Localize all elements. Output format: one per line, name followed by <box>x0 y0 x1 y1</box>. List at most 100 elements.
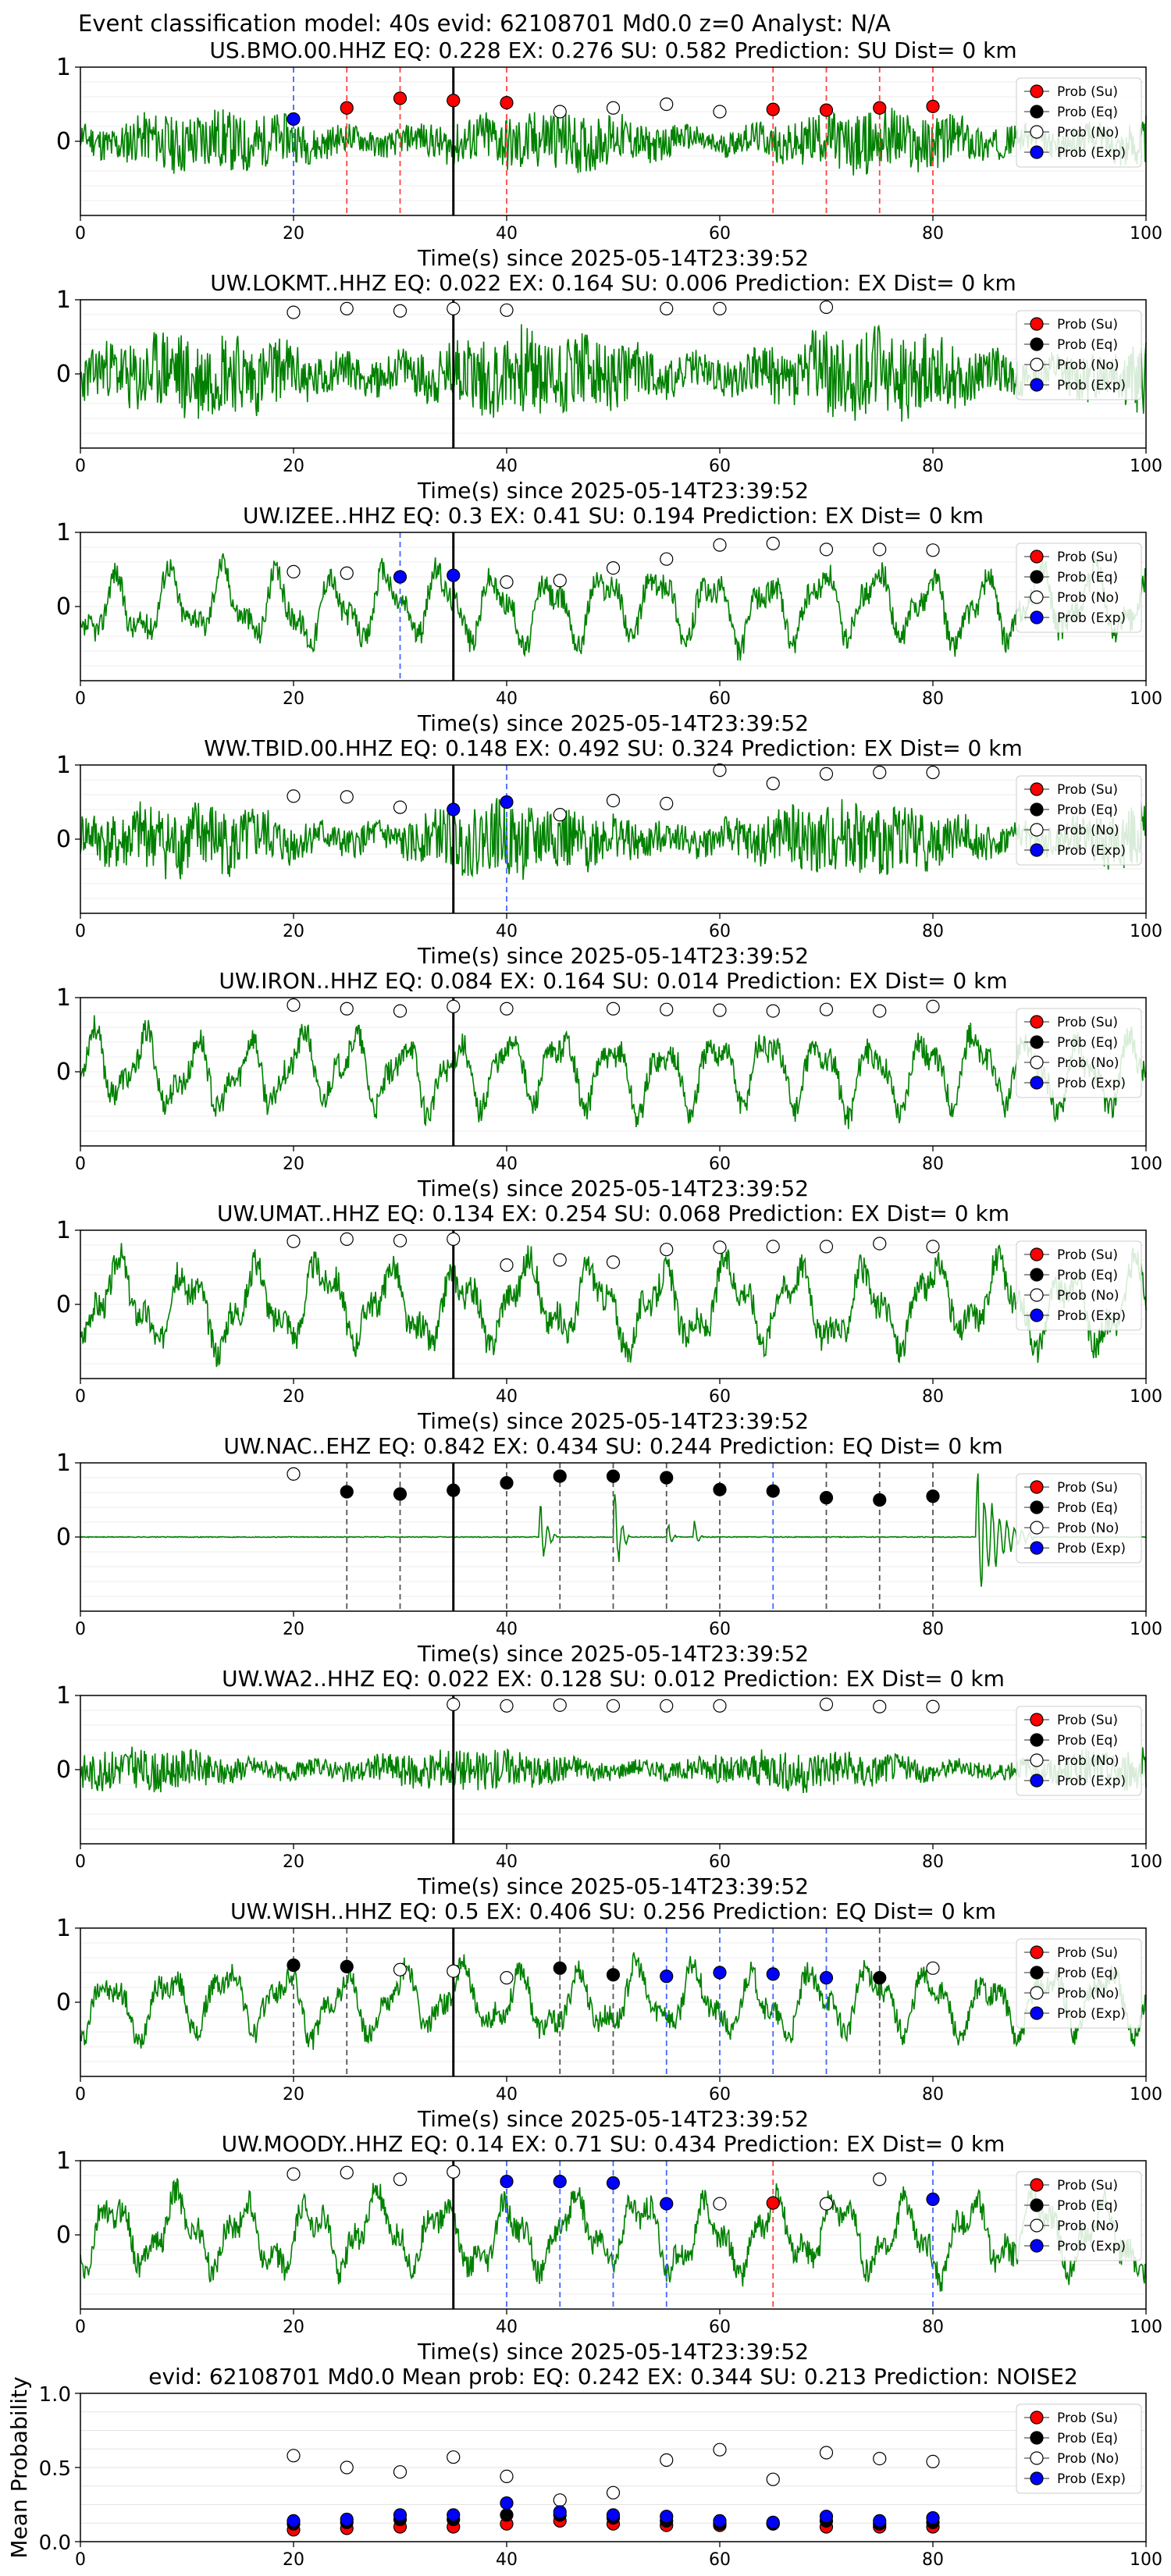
legend: Prob (Su) Prob (Eq) Prob (No) Prob (Exp) <box>1016 310 1142 400</box>
y-axis-label: Mean Probability <box>6 2376 32 2558</box>
y-tick-label: 0 <box>56 1059 71 1086</box>
legend-marker-eq <box>1030 570 1044 584</box>
legend-label: Prob (Su) <box>1057 1247 1118 1263</box>
panel-4: WW.TBID.00.HHZ EQ: 0.148 EX: 0.492 SU: 0… <box>56 735 1162 969</box>
prob-marker-no <box>606 1255 621 1269</box>
legend-marker-su <box>1030 1247 1044 1261</box>
x-tick-label: 60 <box>709 457 731 476</box>
legend-label: Prob (Su) <box>1057 2411 1118 2426</box>
x-tick-label: 20 <box>283 1852 304 1872</box>
prob-marker-no <box>447 999 461 1014</box>
prob-marker-eq <box>660 1471 674 1485</box>
x-axis-label: Time(s) since 2025-05-14T23:39:52 <box>417 710 809 736</box>
x-tick-label: 40 <box>496 689 518 709</box>
waveform-trace <box>80 798 1147 881</box>
panel-8: UW.WA2..HHZ EQ: 0.022 EX: 0.128 SU: 0.01… <box>56 1666 1162 1899</box>
prob-marker-no <box>713 1003 727 1017</box>
mean-point-no <box>500 2469 514 2483</box>
prob-marker-eq <box>873 1971 887 1985</box>
prob-marker-su <box>766 102 780 116</box>
legend-marker-no <box>1030 1753 1044 1767</box>
prob-marker-no <box>340 566 354 580</box>
prob-marker-no <box>873 2172 887 2186</box>
prob-marker-no <box>447 1964 461 1978</box>
legend-label: Prob (Su) <box>1057 550 1118 565</box>
legend-marker-exp <box>1030 843 1044 857</box>
prob-marker-no <box>287 998 301 1012</box>
legend-label: Prob (Exp) <box>1057 2239 1126 2254</box>
x-tick-label: 100 <box>1130 922 1162 941</box>
x-tick-label: 40 <box>496 1620 518 1639</box>
panel-10: UW.MOODY..HHZ EQ: 0.14 EX: 0.71 SU: 0.43… <box>56 2131 1162 2364</box>
prob-marker-no <box>873 1004 887 1018</box>
prob-marker-no <box>713 1699 727 1713</box>
prob-marker-su <box>873 101 887 115</box>
prob-marker-exp <box>447 568 461 582</box>
panel-3: UW.IZEE..HHZ EQ: 0.3 EX: 0.41 SU: 0.194 … <box>56 503 1162 736</box>
legend-marker-exp <box>1030 610 1044 624</box>
y-tick-label: 1 <box>56 984 71 1012</box>
x-tick-label: 80 <box>922 224 944 244</box>
prob-marker-su <box>500 96 514 110</box>
x-tick-label: 100 <box>1130 2318 1162 2337</box>
waveform-trace <box>80 1243 1147 1368</box>
x-axis-label: Time(s) since 2025-05-14T23:39:52 <box>417 2106 809 2132</box>
legend-label: Prob (Eq) <box>1057 337 1118 353</box>
legend-marker-exp <box>1030 1076 1044 1090</box>
legend-label: Prob (Eq) <box>1057 1035 1118 1051</box>
x-tick-label: 20 <box>283 922 304 941</box>
prob-marker-exp <box>606 2176 621 2190</box>
legend-label: Prob (Exp) <box>1057 2471 1126 2487</box>
panel-title: UW.UMAT..HHZ EQ: 0.134 EX: 0.254 SU: 0.0… <box>217 1201 1009 1226</box>
x-tick-label: 20 <box>283 1155 304 1174</box>
prob-marker-no <box>287 1467 301 1481</box>
x-tick-label: 20 <box>283 2550 304 2570</box>
panel-6: UW.UMAT..HHZ EQ: 0.134 EX: 0.254 SU: 0.0… <box>56 1201 1162 1434</box>
prob-marker-no <box>606 1699 621 1713</box>
prob-marker-no <box>500 575 514 589</box>
mean-point-exp <box>660 2510 674 2524</box>
legend-box <box>1016 2171 1142 2261</box>
legend-label: Prob (No) <box>1057 1521 1119 1536</box>
mean-point-no <box>873 2452 887 2466</box>
waveform-trace <box>80 1015 1147 1130</box>
prob-marker-exp <box>819 1971 834 1985</box>
prob-marker-no <box>819 1240 834 1254</box>
mean-point-no <box>553 2493 567 2507</box>
prob-marker-no <box>819 1697 834 1711</box>
x-tick-label: 0 <box>75 457 86 476</box>
x-tick-label: 0 <box>75 2085 86 2105</box>
prob-marker-no <box>660 301 674 315</box>
mean-point-exp <box>553 2505 567 2519</box>
panel-title: UW.IRON..HHZ EQ: 0.084 EX: 0.164 SU: 0.0… <box>219 968 1007 994</box>
legend-marker-su <box>1030 84 1044 98</box>
prob-marker-no <box>606 101 621 115</box>
y-tick-label: 1 <box>56 54 71 81</box>
prob-marker-no <box>819 767 834 781</box>
legend: Prob (Su) Prob (Eq) Prob (No) Prob (Exp) <box>1016 775 1142 866</box>
legend: Prob (Su) Prob (Eq) Prob (No) Prob (Exp) <box>1016 543 1142 633</box>
prob-marker-no <box>393 1004 408 1018</box>
prob-marker-no <box>660 1002 674 1016</box>
legend-label: Prob (Eq) <box>1057 105 1118 120</box>
prob-marker-no <box>553 808 567 822</box>
legend: Prob (Su) Prob (Eq) Prob (No) Prob (Exp) <box>1016 2171 1142 2261</box>
prob-marker-no <box>500 1258 514 1272</box>
legend-marker-su <box>1030 317 1044 331</box>
legend-box <box>1016 2403 1142 2494</box>
legend-marker-no <box>1030 1986 1044 2000</box>
legend-marker-su <box>1030 1015 1044 1029</box>
prob-marker-eq <box>340 1959 354 1973</box>
legend-label: Prob (Exp) <box>1057 610 1126 626</box>
grid <box>80 2411 1146 2524</box>
legend-marker-no <box>1030 358 1044 372</box>
legend-marker-no <box>1030 823 1044 837</box>
prob-marker-no <box>393 800 408 814</box>
waveform-trace <box>80 107 1147 176</box>
panel-title: UW.NAC..EHZ EQ: 0.842 EX: 0.434 SU: 0.24… <box>223 1433 1002 1459</box>
legend-label: Prob (Su) <box>1057 1713 1118 1728</box>
prob-marker-exp <box>713 1966 727 1980</box>
y-tick-label: 1 <box>56 2147 71 2175</box>
mean-point-exp <box>393 2508 408 2522</box>
x-tick-label: 100 <box>1130 457 1162 476</box>
